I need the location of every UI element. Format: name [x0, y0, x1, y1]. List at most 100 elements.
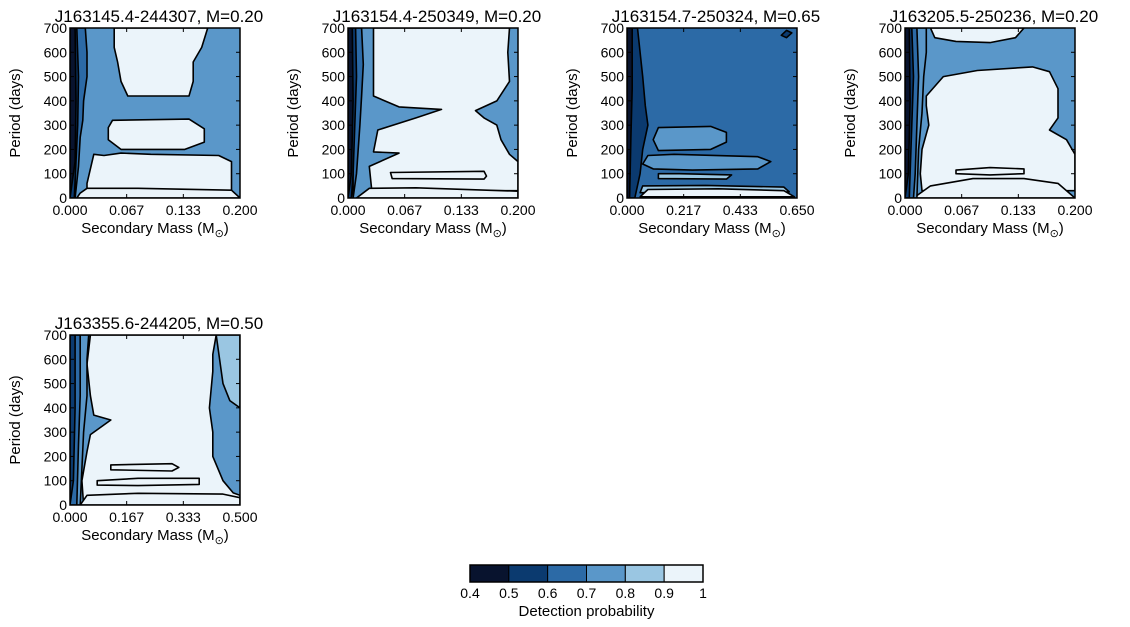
- contour-region-7: [348, 28, 354, 198]
- y-tick-label: 500: [879, 69, 903, 85]
- x-tick-label: 0.000: [52, 509, 87, 525]
- x-tick-label: 0.000: [52, 202, 87, 218]
- contour-region-1: [113, 28, 209, 97]
- x-tick-label: 0.200: [500, 202, 535, 218]
- contour-panel-1: J163145.4-244307, M=0.20 0 100 200 300 400 500…: [7, 7, 263, 240]
- contour-region-1: [652, 125, 728, 152]
- panels-group: J163145.4-244307, M=0.20 0 100 200 300 400 500…: [7, 7, 1098, 547]
- y-tick-label: 600: [601, 44, 625, 60]
- y-tick-label: 100: [44, 473, 68, 489]
- y-tick-label: 700: [322, 20, 346, 36]
- panel-title: J163205.5-250236, M=0.20: [890, 7, 1098, 26]
- panel-title: J163355.6-244205, M=0.50: [55, 314, 263, 333]
- y-tick-label: 300: [879, 117, 903, 133]
- y-tick-label: 500: [44, 69, 68, 85]
- colorbar-label: Detection probability: [519, 603, 655, 620]
- y-tick-label: 700: [601, 20, 625, 36]
- contour-fill: [348, 28, 518, 198]
- y-axis-label: Period (days): [564, 68, 581, 157]
- plot-frame: [347, 27, 519, 199]
- y-tick-label: 700: [44, 327, 68, 343]
- x-tick-label: 0.433: [723, 202, 758, 218]
- x-axis-label: Secondary Mass (M⊙): [81, 527, 229, 547]
- y-tick-label: 500: [322, 69, 346, 85]
- y-tick-label: 0: [894, 190, 902, 206]
- contour-region-4: [912, 177, 1075, 198]
- x-tick-label: 0.000: [609, 202, 644, 218]
- y-tick-label: 0: [59, 190, 67, 206]
- contour-fill: [905, 28, 1075, 198]
- plot-frame: [69, 27, 241, 199]
- contour-region-2: [641, 153, 772, 171]
- y-tick-label: 200: [601, 141, 625, 157]
- y-tick-label: 300: [44, 117, 68, 133]
- y-tick-label: 200: [879, 141, 903, 157]
- contour-region-7: [70, 335, 76, 505]
- x-tick-label: 0.067: [944, 202, 979, 218]
- y-tick-label: 400: [322, 93, 346, 109]
- plot-frame: [69, 334, 241, 506]
- y-tick-label: 0: [59, 497, 67, 513]
- colorbar-swatch: [624, 564, 665, 583]
- contour-region-8: [780, 29, 793, 39]
- contour-region-3: [355, 187, 518, 198]
- contour-background: [627, 28, 797, 198]
- x-tick-label: 0.200: [1057, 202, 1092, 218]
- y-tick-label: 200: [44, 141, 68, 157]
- x-tick-label: 0.067: [109, 202, 144, 218]
- y-tick-label: 700: [879, 20, 903, 36]
- colorbar-tick-label: 0.4: [460, 585, 480, 601]
- x-tick-label: 0.000: [887, 202, 922, 218]
- contour-region-3: [657, 172, 733, 180]
- contour-region-1: [368, 28, 518, 192]
- contour-panel-4: J163205.5-250236, M=0.20 0 100 200 300 400 500…: [842, 7, 1098, 240]
- contour-panel-5: J163355.6-244205, M=0.50 0 100 200 300 400 500…: [7, 314, 263, 547]
- y-tick-label: 100: [601, 166, 625, 182]
- contour-fill: [70, 335, 240, 505]
- contour-region-2: [107, 118, 206, 151]
- contour-fill: [70, 28, 240, 198]
- contour-region-8: [215, 335, 240, 409]
- y-axis-label: Period (days): [285, 68, 302, 157]
- y-tick-label: 500: [601, 69, 625, 85]
- contour-region-1: [929, 28, 1025, 44]
- contour-region-3: [96, 477, 200, 487]
- colorbar-swatch: [547, 564, 588, 583]
- x-axis-label: Secondary Mass (M⊙): [359, 220, 507, 240]
- colorbar-swatch: [586, 564, 626, 583]
- contour-region-3: [86, 152, 233, 192]
- x-tick-label: 0.217: [666, 202, 701, 218]
- y-tick-label: 200: [44, 448, 68, 464]
- x-tick-label: 0.333: [166, 509, 201, 525]
- y-tick-label: 400: [44, 400, 68, 416]
- contour-region-5: [639, 188, 796, 198]
- contour-region-1: [81, 335, 240, 505]
- contour-panel-3: J163154.7-250324, M=0.65 0 100 200 300 400 500…: [564, 7, 820, 240]
- x-tick-label: 0.167: [109, 509, 144, 525]
- contour-region-7: [627, 28, 634, 198]
- y-tick-label: 300: [601, 117, 625, 133]
- x-tick-label: 0.133: [166, 202, 201, 218]
- colorbar-swatch: [469, 564, 510, 583]
- contour-panel-2: J163154.4-250349, M=0.20 0 100 200 300 400 500…: [285, 7, 541, 240]
- y-tick-label: 0: [616, 190, 624, 206]
- contour-region-2: [389, 170, 488, 180]
- y-tick-label: 600: [322, 44, 346, 60]
- colorbar-swatch: [663, 564, 704, 583]
- x-axis-label: Secondary Mass (M⊙): [81, 220, 229, 240]
- y-tick-label: 600: [44, 351, 68, 367]
- y-tick-label: 100: [44, 166, 68, 182]
- x-tick-label: 0.133: [444, 202, 479, 218]
- contour-region-2: [919, 66, 1075, 192]
- colorbar-tick-label: 0.5: [499, 585, 519, 601]
- y-tick-label: 300: [44, 424, 68, 440]
- y-axis-label: Period (days): [7, 68, 24, 157]
- x-tick-label: 0.650: [779, 202, 814, 218]
- colorbar-tick-label: 0.9: [654, 585, 674, 601]
- colorbar-frame: [469, 564, 704, 583]
- x-axis-label: Secondary Mass (M⊙): [916, 220, 1064, 240]
- contour-region-7: [70, 28, 77, 198]
- x-tick-label: 0.500: [222, 509, 257, 525]
- x-axis-label: Secondary Mass (M⊙): [638, 220, 786, 240]
